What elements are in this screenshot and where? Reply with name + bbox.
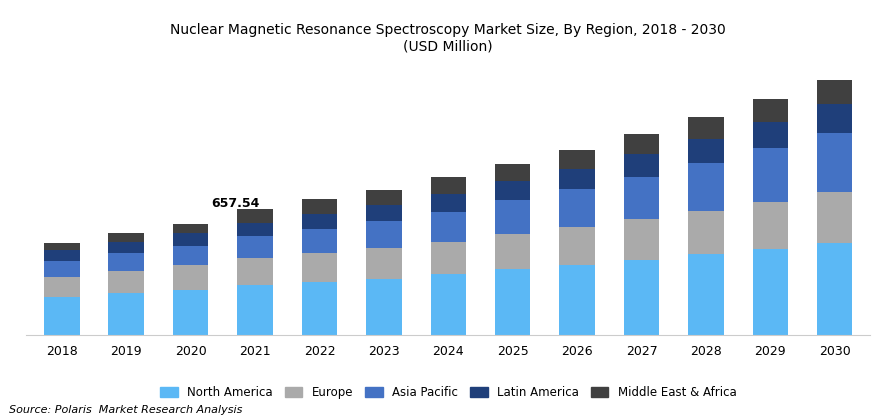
Bar bbox=[430, 178, 465, 194]
Bar bbox=[430, 212, 465, 242]
Bar bbox=[173, 233, 208, 246]
Bar bbox=[752, 148, 788, 202]
Bar bbox=[623, 219, 658, 260]
Bar bbox=[44, 261, 79, 277]
Bar bbox=[817, 80, 852, 104]
Bar bbox=[687, 163, 723, 211]
Bar bbox=[494, 181, 529, 200]
Bar bbox=[494, 269, 529, 335]
Bar bbox=[44, 251, 79, 261]
Bar bbox=[752, 122, 788, 148]
Bar bbox=[44, 243, 79, 251]
Bar bbox=[301, 253, 337, 282]
Bar bbox=[687, 254, 723, 335]
Bar bbox=[817, 192, 852, 243]
Bar bbox=[237, 222, 272, 236]
Bar bbox=[817, 104, 852, 133]
Bar bbox=[430, 194, 465, 212]
Bar bbox=[237, 285, 272, 335]
Bar bbox=[623, 260, 658, 335]
Bar bbox=[173, 246, 208, 265]
Bar bbox=[623, 176, 658, 219]
Bar bbox=[173, 224, 208, 233]
Bar bbox=[173, 265, 208, 290]
Bar bbox=[430, 242, 465, 274]
Bar bbox=[108, 293, 144, 335]
Bar bbox=[558, 169, 594, 189]
Bar bbox=[558, 189, 594, 227]
Bar bbox=[301, 199, 337, 214]
Bar bbox=[366, 248, 401, 279]
Text: 657.54: 657.54 bbox=[212, 197, 260, 210]
Bar bbox=[108, 242, 144, 253]
Bar bbox=[623, 134, 658, 154]
Bar bbox=[494, 163, 529, 181]
Bar bbox=[108, 271, 144, 293]
Bar bbox=[301, 214, 337, 229]
Bar bbox=[366, 279, 401, 335]
Bar bbox=[623, 154, 658, 176]
Bar bbox=[366, 221, 401, 248]
Bar bbox=[237, 236, 272, 259]
Bar bbox=[558, 227, 594, 265]
Bar bbox=[494, 234, 529, 269]
Bar bbox=[687, 117, 723, 139]
Bar bbox=[366, 205, 401, 221]
Title: Nuclear Magnetic Resonance Spectroscopy Market Size, By Region, 2018 - 2030
(USD: Nuclear Magnetic Resonance Spectroscopy … bbox=[170, 23, 725, 53]
Legend: North America, Europe, Asia Pacific, Latin America, Middle East & Africa: North America, Europe, Asia Pacific, Lat… bbox=[155, 381, 740, 404]
Bar bbox=[558, 265, 594, 335]
Bar bbox=[752, 249, 788, 335]
Bar bbox=[44, 277, 79, 297]
Bar bbox=[108, 253, 144, 271]
Text: Source: Polaris  Market Research Analysis: Source: Polaris Market Research Analysis bbox=[9, 405, 242, 415]
Bar bbox=[494, 200, 529, 234]
Bar bbox=[108, 233, 144, 242]
Bar bbox=[752, 202, 788, 249]
Bar bbox=[44, 297, 79, 335]
Bar bbox=[687, 211, 723, 254]
Bar bbox=[558, 150, 594, 169]
Bar bbox=[237, 259, 272, 285]
Bar bbox=[752, 99, 788, 122]
Bar bbox=[301, 282, 337, 335]
Bar bbox=[817, 133, 852, 192]
Bar bbox=[817, 243, 852, 335]
Bar bbox=[301, 229, 337, 253]
Bar bbox=[237, 209, 272, 222]
Bar bbox=[687, 139, 723, 163]
Bar bbox=[366, 189, 401, 205]
Bar bbox=[430, 274, 465, 335]
Bar bbox=[173, 290, 208, 335]
